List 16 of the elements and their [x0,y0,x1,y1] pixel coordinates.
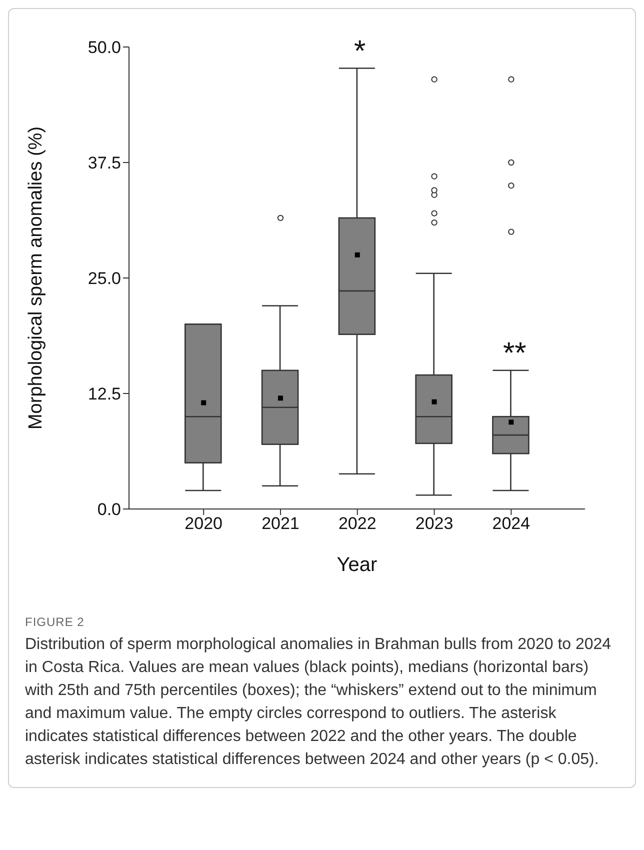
x-tick-label: 2022 [338,514,376,534]
x-tick-label: 2024 [492,514,530,534]
y-tick-label: 25.0 [88,269,121,288]
text: Distribution of sperm morphological anomalies in Brahman bulls from 2020 to 2024 in Costa Rica. Values are mean values (black points), medians (horizontal bars) with 25th and 75th percentiles (boxes); the “whiskers” extend out to the minimum and maximum value. The empty circles correspond to outliers. The asterisk indicates statistical differences between 2022 and the other years. The double asterisk indicates statistical differences between 2024 and other years (p < 0.05). [25,635,612,770]
x-tick-label: 2023 [415,514,454,534]
x-axis-title: Year [336,554,378,576]
y-tick-label: 50.0 [88,38,121,58]
annotation: ** [503,337,526,370]
x-tick-label: 2021 [262,514,300,534]
y-tick-label: 12.5 [88,384,121,404]
caption: FIGURE 2 [25,615,86,629]
y-tick-label: 37.5 [88,154,121,173]
x-tick-label: 2020 [184,514,223,534]
y-tick-label: 0.0 [97,500,121,520]
annotation: * [354,35,366,68]
y-axis-title: Morphological sperm anomalies (%) [26,126,47,430]
